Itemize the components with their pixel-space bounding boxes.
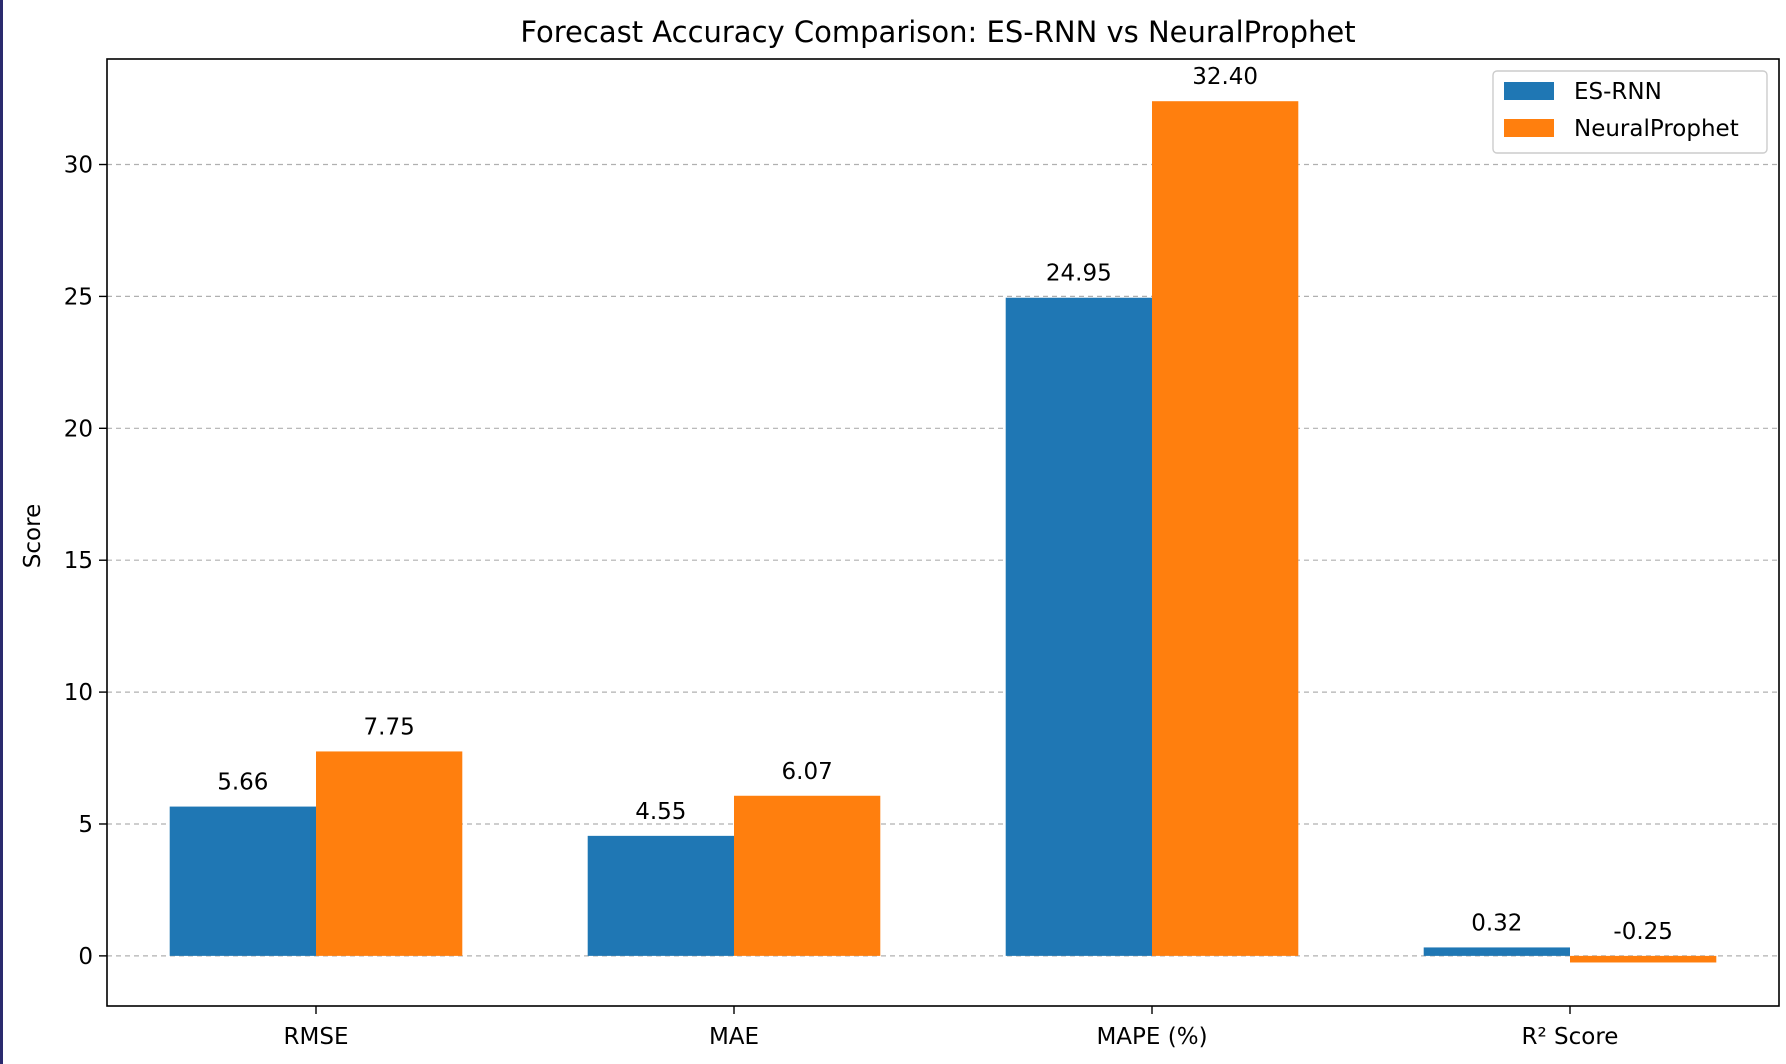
x-tick-label: R² Score <box>1522 1024 1619 1050</box>
legend-label: NeuralProphet <box>1574 116 1739 142</box>
bar-neuralprophet-1 <box>734 795 881 956</box>
y-axis-ticks: 0 5 10 15 20 25 30 <box>64 153 107 970</box>
window-edge <box>0 0 3 1064</box>
chart-title: Forecast Accuracy Comparison: ES-RNN vs … <box>520 15 1355 49</box>
y-axis-label: Score <box>20 504 46 568</box>
y-tick-label: 20 <box>64 416 93 442</box>
value-label: 24.95 <box>1046 261 1112 287</box>
value-label: 4.55 <box>635 799 686 825</box>
bar-es-rnn-2 <box>1005 297 1152 956</box>
y-tick-label: 5 <box>78 812 93 838</box>
bar-es-rnn-3 <box>1423 947 1570 956</box>
x-tick-label: MAE <box>709 1024 759 1050</box>
value-label: 7.75 <box>364 714 415 740</box>
bars <box>169 101 1717 963</box>
legend-swatch <box>1504 82 1554 100</box>
value-label: 0.32 <box>1471 910 1522 936</box>
x-tick-label: MAPE (%) <box>1096 1024 1207 1050</box>
bar-neuralprophet-3 <box>1570 955 1717 963</box>
bar-es-rnn-1 <box>587 835 734 956</box>
y-tick-label: 15 <box>64 548 93 574</box>
bar-es-rnn-0 <box>169 806 316 956</box>
bar-neuralprophet-0 <box>316 751 463 956</box>
value-label: -0.25 <box>1613 919 1673 945</box>
legend-swatch <box>1504 119 1554 137</box>
y-tick-label: 30 <box>64 153 93 179</box>
value-label: 5.66 <box>217 770 268 796</box>
value-labels: 5.66 7.75 4.55 6.07 24.95 32.40 0.32 -0.25 <box>217 64 1673 945</box>
bar-neuralprophet-2 <box>1152 101 1299 956</box>
value-label: 32.40 <box>1192 64 1258 90</box>
plot-frame <box>106 58 1780 1007</box>
legend: ES-RNN NeuralProphet <box>1492 70 1768 154</box>
y-tick-label: 25 <box>64 284 93 310</box>
x-tick-label: RMSE <box>284 1024 349 1050</box>
y-tick-label: 10 <box>64 680 93 706</box>
value-label: 6.07 <box>782 759 833 785</box>
legend-label: ES-RNN <box>1574 79 1662 105</box>
legend-box <box>1492 70 1768 154</box>
x-axis-ticks: RMSE MAE MAPE (%) R² Score <box>284 1006 1619 1050</box>
y-tick-label: 0 <box>78 944 93 970</box>
